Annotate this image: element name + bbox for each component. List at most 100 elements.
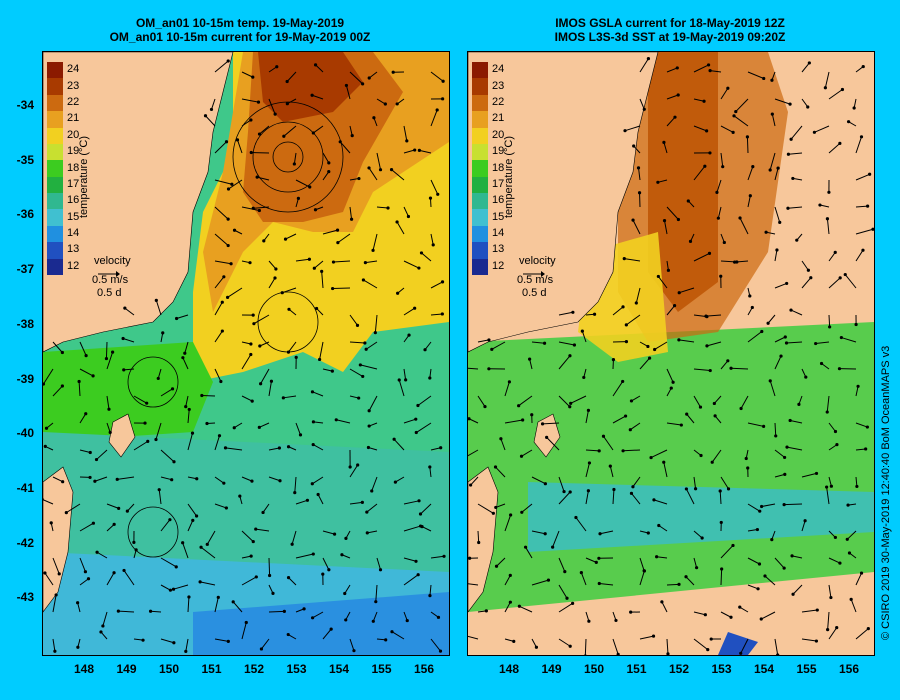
velocity-arrow-head bbox=[226, 217, 230, 221]
velocity-arrow-head bbox=[419, 251, 424, 255]
velocity-arrow-head bbox=[571, 310, 575, 314]
velocity-arrow-head bbox=[416, 573, 420, 577]
velocity-arrow bbox=[315, 64, 324, 73]
velocity-arrow-head bbox=[441, 97, 445, 101]
velocity-arrow-head bbox=[770, 112, 774, 116]
velocity-arrow-head bbox=[734, 109, 738, 114]
velocity-arrow bbox=[268, 381, 272, 397]
x-tick-label: 150 bbox=[583, 662, 605, 676]
velocity-arrow-head bbox=[184, 649, 188, 654]
velocity-arrow bbox=[94, 476, 108, 482]
velocity-arrow-head bbox=[292, 162, 296, 166]
velocity-arrow-head bbox=[417, 266, 421, 270]
velocity-arrow-head bbox=[343, 591, 347, 596]
velocity-arrow-head bbox=[277, 446, 282, 450]
colorbar-tick: 20 bbox=[67, 128, 80, 141]
velocity-arrow bbox=[769, 380, 776, 397]
velocity-arrow bbox=[214, 179, 232, 185]
velocity-arrow-head bbox=[282, 609, 286, 613]
velocity-arrow bbox=[322, 530, 335, 535]
velocity-arrow-head bbox=[172, 641, 176, 645]
velocity-arrow bbox=[291, 530, 297, 545]
left-velocity-title: velocity bbox=[94, 255, 131, 267]
velocity-arrow bbox=[774, 557, 785, 569]
velocity-arrow-head bbox=[856, 384, 860, 388]
velocity-arrow-head bbox=[366, 445, 371, 450]
velocity-arrow bbox=[746, 136, 749, 154]
left-title-line2: OM_an01 10-15m current for 19-May-2019 0… bbox=[109, 30, 371, 44]
velocity-arrow-head bbox=[623, 414, 628, 418]
velocity-arrow-head bbox=[568, 405, 572, 409]
y-tick-label: -37 bbox=[16, 262, 34, 277]
velocity-arrow bbox=[693, 611, 706, 616]
velocity-arrow-head bbox=[405, 618, 409, 623]
velocity-arrow bbox=[241, 98, 259, 103]
velocity-arrow bbox=[241, 576, 257, 586]
velocity-arrow-head bbox=[812, 130, 817, 134]
velocity-arrow-head bbox=[416, 403, 420, 408]
velocity-arrow-head bbox=[174, 565, 178, 569]
right-title-line1: IMOS GSLA current for 18-May-2019 12Z bbox=[555, 16, 785, 30]
velocity-arrow-head bbox=[414, 559, 418, 563]
velocity-arrow-head bbox=[804, 375, 808, 379]
velocity-arrow bbox=[496, 557, 506, 567]
colorbar-tick: 17 bbox=[492, 177, 505, 190]
velocity-arrow-head bbox=[357, 396, 361, 400]
velocity-arrow-head bbox=[517, 604, 521, 608]
velocity-arrow-head bbox=[395, 102, 399, 106]
velocity-arrow-head bbox=[181, 541, 185, 545]
velocity-arrow-head bbox=[833, 250, 837, 254]
velocity-arrow-head bbox=[428, 376, 432, 380]
velocity-arrow bbox=[251, 151, 270, 154]
velocity-arrow-head bbox=[321, 572, 325, 576]
velocity-arrow-head bbox=[624, 340, 629, 344]
velocity-arrow bbox=[542, 422, 560, 425]
y-tick-label: -36 bbox=[16, 207, 34, 222]
velocity-arrow bbox=[693, 476, 697, 489]
colorbar-swatch bbox=[472, 62, 488, 79]
velocity-arrow-head bbox=[698, 405, 703, 409]
velocity-arrow-head bbox=[815, 608, 819, 612]
colorbar-tick: 13 bbox=[67, 243, 80, 256]
velocity-arrow-head bbox=[367, 409, 371, 413]
velocity-arrow bbox=[599, 582, 614, 586]
velocity-arrow-head bbox=[542, 341, 547, 345]
velocity-arrow-head bbox=[123, 306, 127, 310]
velocity-arrow-head bbox=[146, 439, 150, 443]
velocity-arrow-head bbox=[235, 138, 240, 142]
velocity-arrow bbox=[747, 166, 754, 181]
velocity-arrow-head bbox=[684, 575, 688, 579]
velocity-arrow bbox=[855, 228, 874, 235]
velocity-arrow-head bbox=[758, 509, 762, 513]
velocity-arrow bbox=[519, 605, 533, 613]
colorbar-swatch bbox=[47, 111, 63, 128]
velocity-arrow bbox=[477, 503, 494, 514]
velocity-arrow-head bbox=[568, 354, 572, 358]
velocity-arrow bbox=[376, 152, 382, 170]
velocity-arrow-head bbox=[646, 57, 651, 61]
velocity-arrow bbox=[828, 89, 843, 100]
velocity-arrow-head bbox=[490, 347, 494, 351]
colorbar-tick: 12 bbox=[492, 259, 505, 272]
velocity-arrow-head bbox=[226, 59, 230, 63]
velocity-arrow bbox=[214, 60, 229, 73]
velocity-arrow bbox=[214, 638, 229, 642]
x-tick-label: 149 bbox=[116, 662, 137, 676]
velocity-arrow bbox=[403, 525, 421, 532]
velocity-arrow-head bbox=[829, 595, 833, 600]
velocity-arrow-head bbox=[231, 600, 235, 604]
x-tick-label: 150 bbox=[158, 662, 180, 676]
colorbar-swatch bbox=[47, 176, 63, 193]
velocity-arrow bbox=[841, 337, 857, 343]
velocity-arrow-head bbox=[91, 521, 95, 525]
velocity-arrow bbox=[518, 395, 533, 407]
velocity-arrow bbox=[360, 364, 378, 370]
velocity-arrow bbox=[214, 276, 225, 289]
velocity-arrow-head bbox=[507, 380, 511, 384]
velocity-arrow-head bbox=[431, 243, 435, 247]
velocity-arrow bbox=[788, 152, 803, 155]
velocity-arrow bbox=[531, 476, 546, 485]
velocity-arrow bbox=[638, 167, 641, 181]
velocity-arrow-head bbox=[828, 325, 832, 329]
velocity-arrow bbox=[79, 368, 94, 377]
